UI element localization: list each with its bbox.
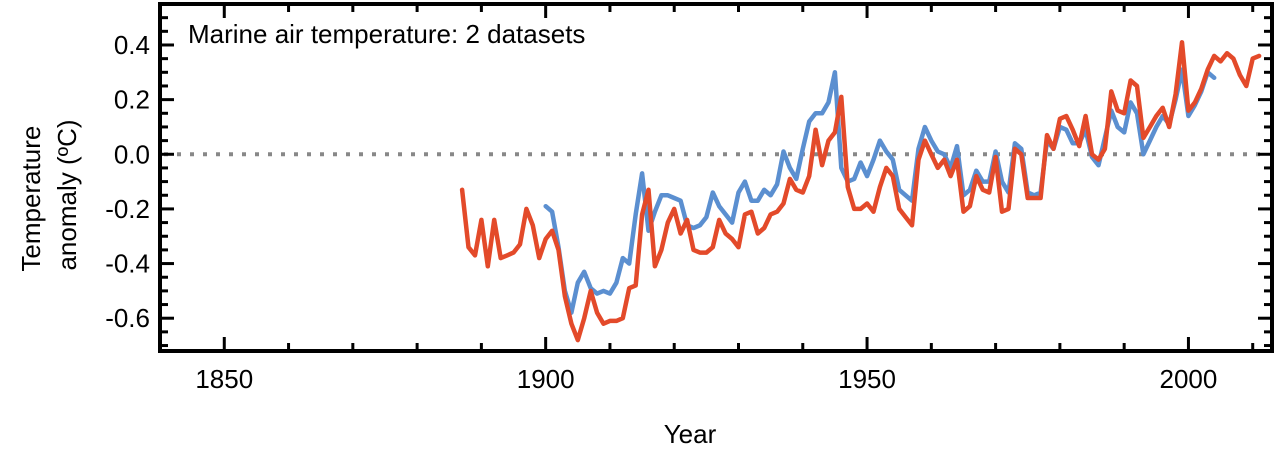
y-axis-title-line-2: anomaly (ºC) <box>52 119 82 270</box>
plot-frame <box>158 2 1274 353</box>
y-tick-label-1: -0.4 <box>105 249 150 279</box>
y-tick-label-5: 0.4 <box>114 30 150 60</box>
x-axis-title: Year <box>664 419 717 449</box>
x-tick-label-2000: 2000 <box>1160 364 1218 394</box>
y-tick-label-3: 0.0 <box>114 139 150 169</box>
y-axis-title-line-1: Temperature <box>16 126 46 272</box>
series-line-1 <box>543 67 1217 315</box>
y-tick-label-0: -0.6 <box>105 303 150 333</box>
chart-title: Marine air temperature: 2 datasets <box>188 19 585 49</box>
y-tick-label-4: 0.2 <box>114 85 150 115</box>
y-tick-label-2: -0.2 <box>105 194 150 224</box>
y-axis-title: Temperature anomaly (ºC) <box>16 118 82 271</box>
x-tick-label-1850: 1850 <box>195 364 253 394</box>
x-tick-label-1900: 1900 <box>517 364 575 394</box>
series-line-2 <box>459 40 1262 343</box>
x-tick-label-1950: 1950 <box>838 364 896 394</box>
